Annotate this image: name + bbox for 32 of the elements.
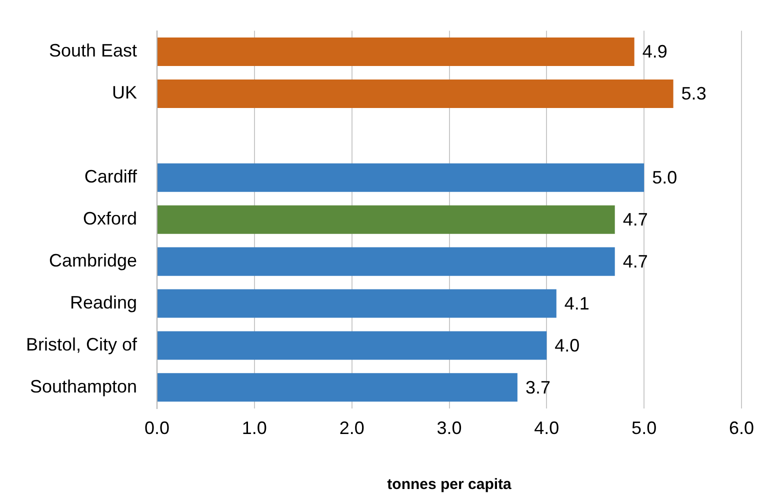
data-label: 4.0: [554, 335, 580, 356]
y-tick-label: Cambridge: [48, 250, 138, 271]
x-tick-label: 4.0: [534, 418, 560, 438]
bar: [158, 205, 615, 234]
data-label: 5.0: [652, 168, 678, 188]
bar: [158, 247, 615, 276]
y-tick-label: Oxford: [82, 208, 138, 229]
y-tick-label: Bristol, City of: [26, 334, 138, 354]
x-tick-label: 6.0: [728, 418, 754, 438]
x-tick-label: 0.0: [144, 418, 170, 438]
bar: [158, 289, 556, 318]
x-tick-label: 1.0: [242, 418, 267, 438]
x-axis-title: tonnes per capita: [387, 476, 512, 494]
bar: [158, 373, 518, 402]
x-tick-label: 3.0: [436, 418, 462, 438]
y-tick-label: South East: [48, 40, 138, 61]
x-tick-label: 2.0: [339, 418, 364, 438]
y-tick-label: Cardiff: [84, 166, 138, 187]
data-label: 3.7: [525, 377, 550, 398]
x-tick-label: 5.0: [632, 418, 657, 438]
bar: [158, 331, 547, 360]
y-tick-label: UK: [112, 82, 138, 103]
data-label: 4.1: [564, 293, 590, 314]
data-label: 5.3: [681, 84, 706, 104]
data-label: 4.7: [622, 210, 648, 230]
data-label: 4.9: [642, 42, 668, 62]
y-tick-label: Reading: [70, 292, 138, 312]
bar: [158, 79, 674, 108]
bar: [158, 38, 634, 66]
data-label: 4.7: [622, 252, 648, 272]
bar: [158, 163, 644, 192]
y-tick-label: Southampton: [30, 376, 138, 396]
